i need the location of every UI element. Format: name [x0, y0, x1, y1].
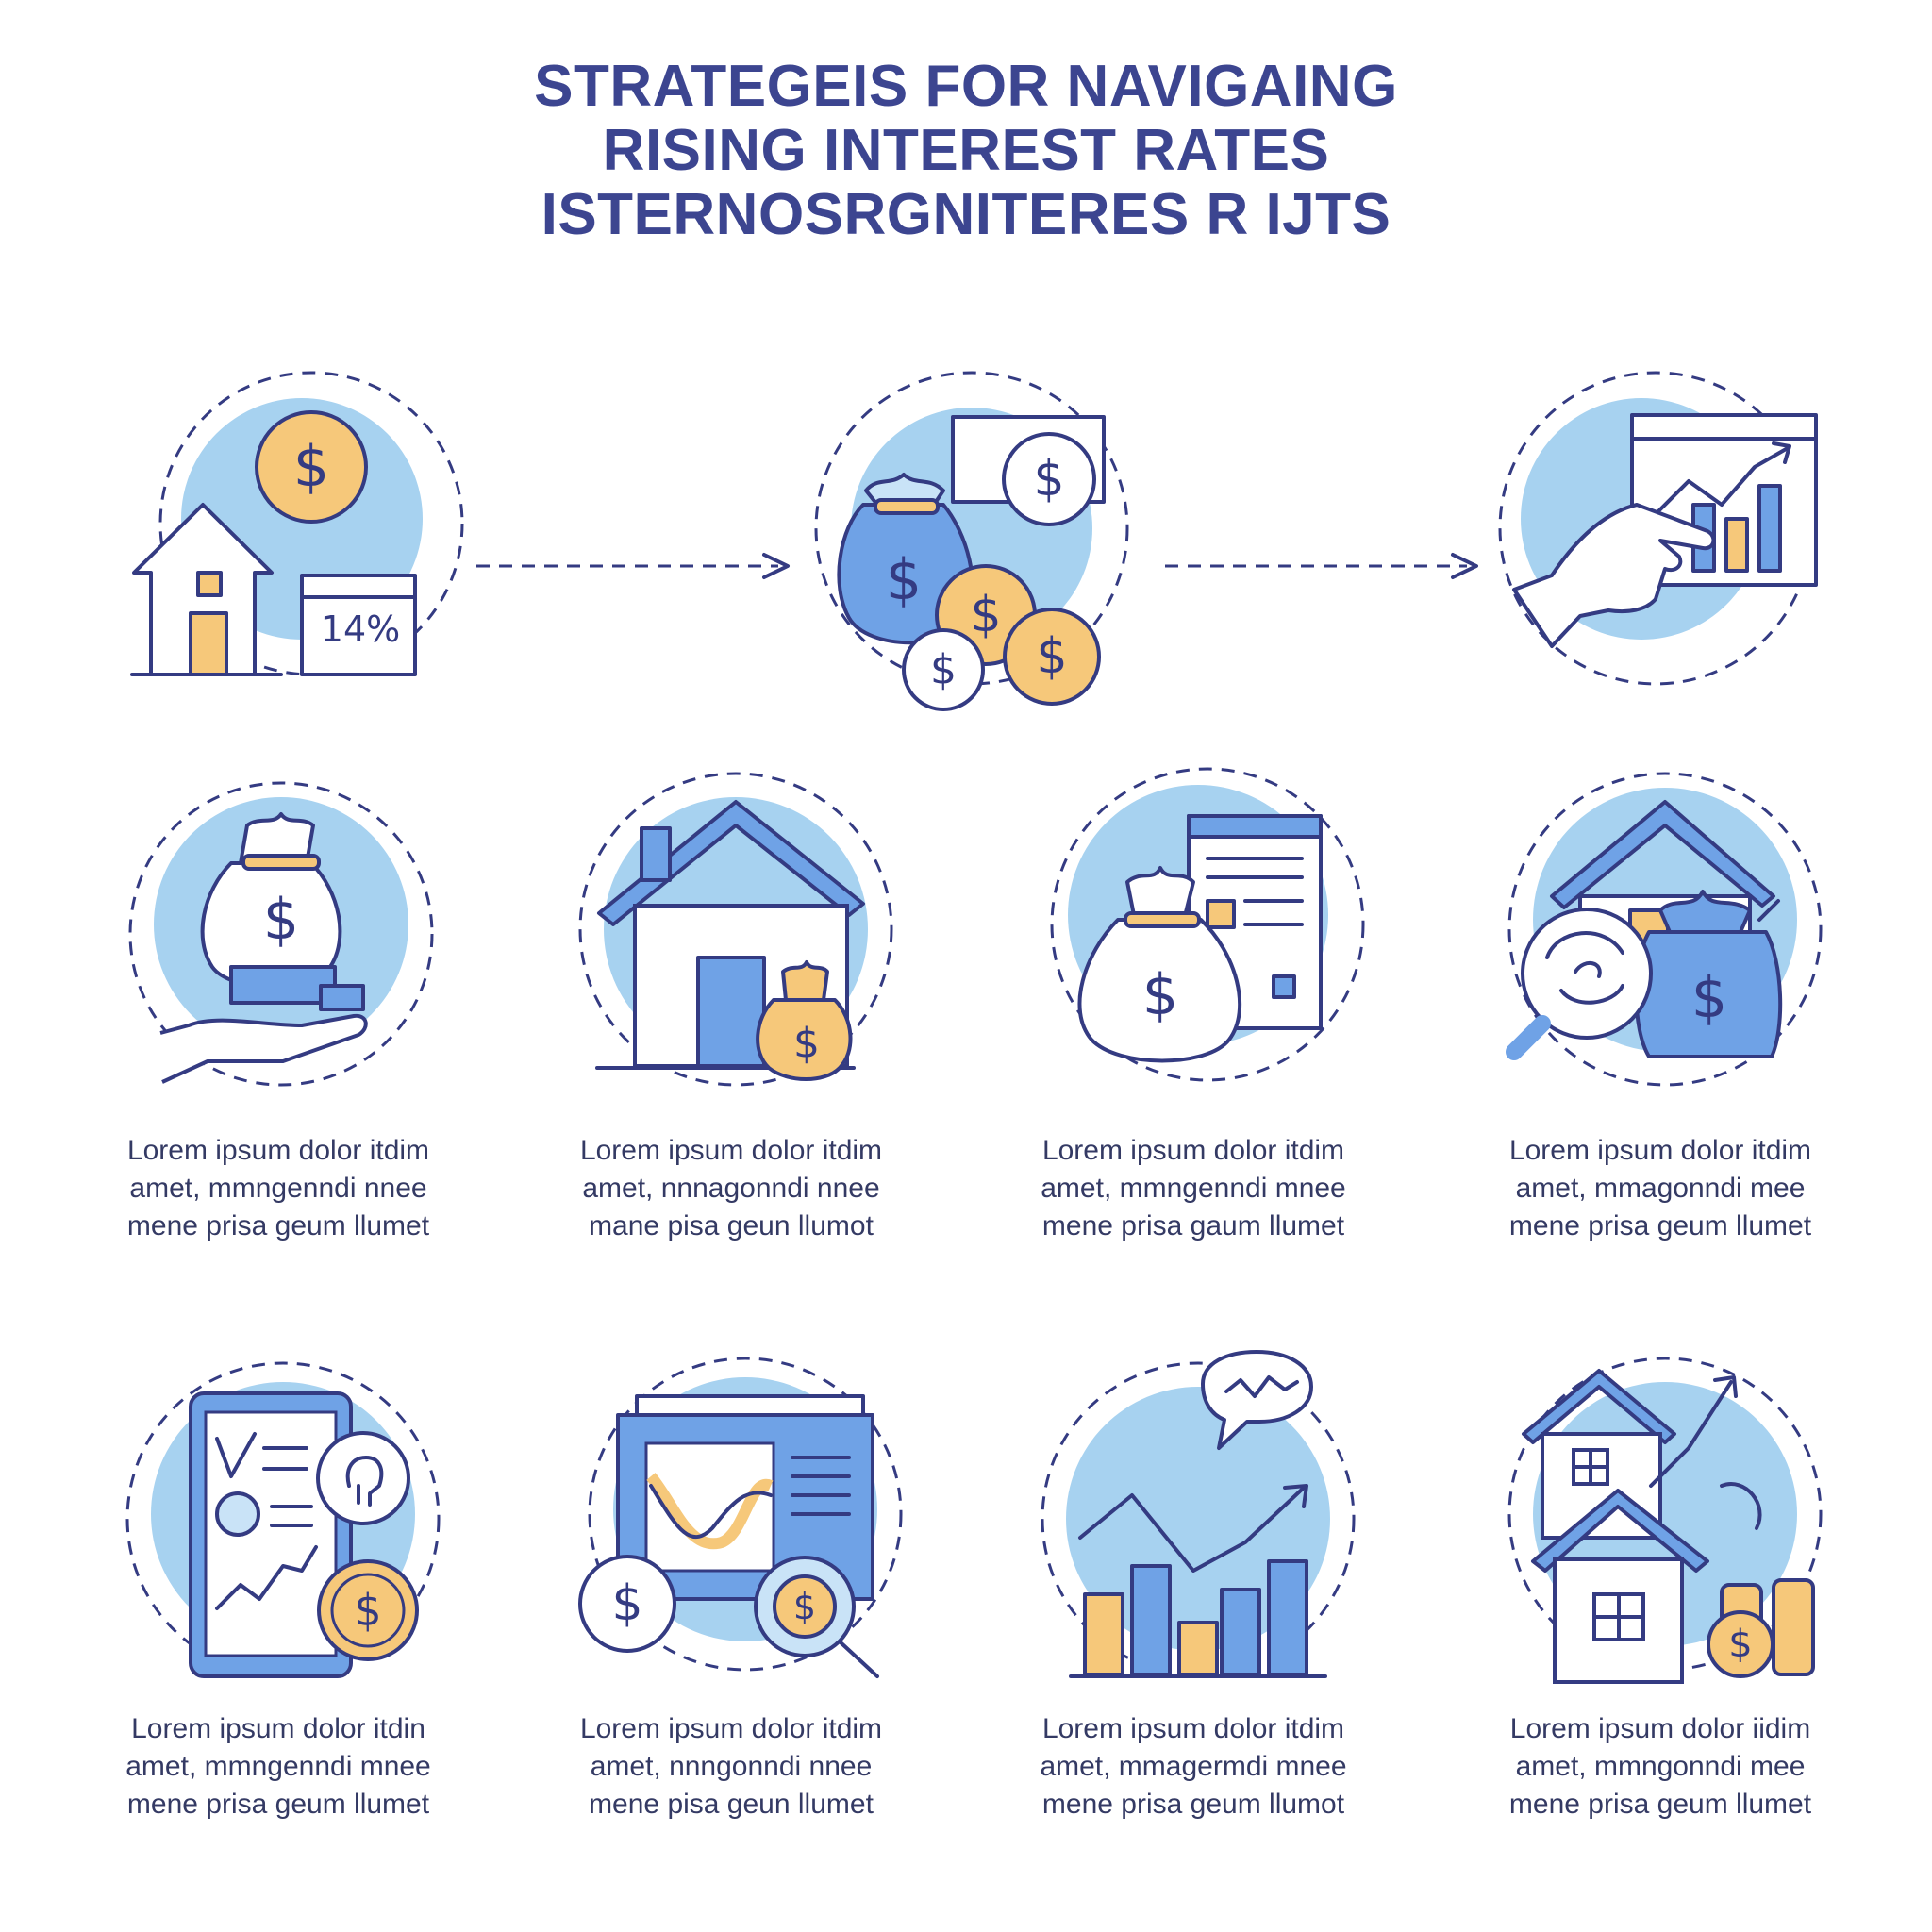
caption-2: Lorem ipsum dolor itdim amet, nnnagonndi…: [579, 1135, 883, 1241]
bag-in-hand-icon: $: [128, 781, 434, 1087]
svg-text:$: $: [970, 587, 1001, 643]
svg-text:$: $: [1691, 965, 1727, 1031]
caption-4: Lorem ipsum dolor itdim amet, mmagonndi …: [1508, 1135, 1812, 1241]
arrow-connector-2: [1165, 553, 1478, 579]
svg-text:$: $: [354, 1585, 381, 1636]
money-bag-coins-icon: $ $ $ $ $: [814, 371, 1129, 711]
caption-5: Lorem ipsum dolor itdin amet, mmngenndi …: [125, 1713, 431, 1820]
svg-text:$: $: [1142, 962, 1178, 1028]
hand-chart-icon: [1498, 371, 1818, 686]
svg-text:$: $: [1033, 451, 1064, 508]
arrow-connector-1: [476, 553, 790, 579]
rate-label: 14%: [321, 608, 400, 650]
caption-1: Lorem ipsum dolor itdim amet, mmngenndi …: [126, 1135, 430, 1241]
money-bag-icon: [1077, 918, 1242, 1063]
svg-text:$: $: [293, 434, 329, 500]
house-rate-icon: $ 14%: [130, 371, 464, 676]
calendar-icon: [300, 574, 417, 676]
svg-text:$: $: [611, 1575, 642, 1632]
title-line-3: ISTERNOSRGNITERES R IJTS: [541, 182, 1391, 247]
caption-6: Lorem ipsum dolor itdim amet, nnngonndi …: [579, 1713, 883, 1820]
coin-icon: [255, 410, 368, 524]
houses-growth-icon: $: [1507, 1357, 1823, 1684]
svg-text:$: $: [886, 547, 922, 613]
svg-text:$: $: [930, 646, 957, 694]
report-search-icon: $ $: [578, 1357, 903, 1678]
house-icon: [1531, 1489, 1709, 1573]
bar-chart-trend-icon: [1041, 1350, 1356, 1678]
title-line-1: STRATEGEIS FOR NAVIGAING: [534, 54, 1398, 119]
svg-text:$: $: [793, 1586, 816, 1627]
bag-document-icon: $: [1050, 767, 1365, 1082]
house-search-bag-icon: $: [1506, 772, 1823, 1087]
svg-text:$: $: [1728, 1623, 1752, 1666]
page-title: STRATEGEIS FOR NAVIGAING RISING INTEREST…: [0, 55, 1932, 247]
svg-text:$: $: [793, 1020, 820, 1068]
svg-text:$: $: [263, 887, 299, 953]
roof-icon: [1550, 800, 1775, 909]
svg-text:$: $: [1036, 628, 1067, 685]
house-money-bag-icon: $: [578, 772, 893, 1087]
hand-icon: [159, 1013, 368, 1084]
tablet-analytics-icon: $: [125, 1361, 441, 1678]
speech-bubble-icon: [1201, 1350, 1313, 1450]
magnifier-icon: [1521, 908, 1653, 1040]
caption-8: Lorem ipsum dolor iidim amet, mmngonndi …: [1508, 1713, 1812, 1820]
caption-3: Lorem ipsum dolor itdim amet, mmngenndi …: [1041, 1135, 1346, 1241]
hand-icon: [1512, 503, 1716, 648]
caption-7: Lorem ipsum dolor itdim amet, mmagermdi …: [1040, 1713, 1347, 1820]
money-bag-icon: [756, 998, 853, 1081]
title-line-2: RISING INTEREST RATES: [602, 118, 1330, 183]
